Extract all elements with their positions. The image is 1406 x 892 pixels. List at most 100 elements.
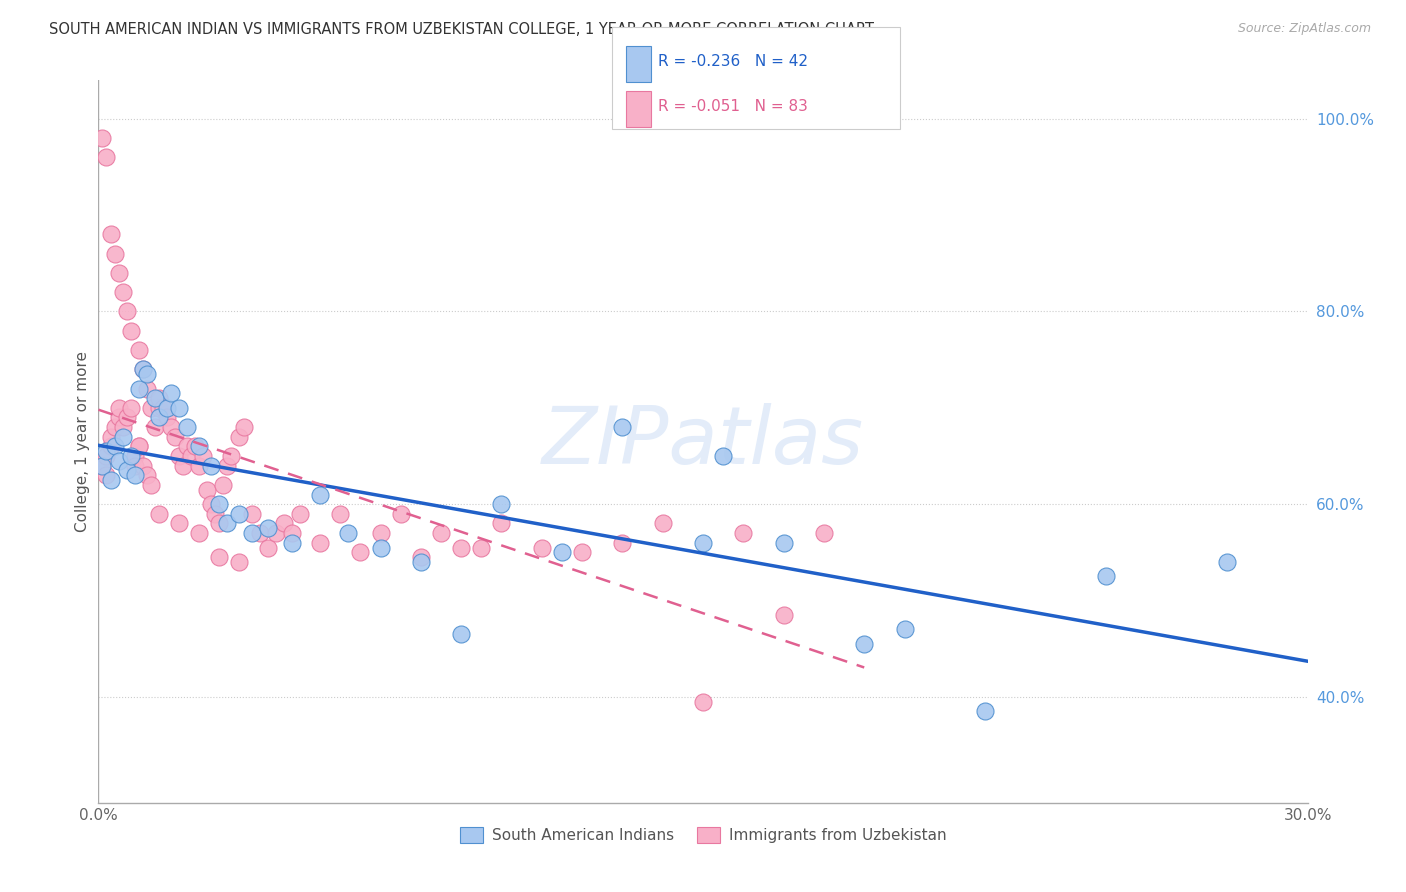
Text: R = -0.051   N = 83: R = -0.051 N = 83 xyxy=(658,99,808,114)
Point xyxy=(128,439,150,453)
Point xyxy=(212,478,235,492)
Point xyxy=(772,607,794,622)
Point xyxy=(264,526,287,541)
Point xyxy=(135,468,157,483)
Point xyxy=(96,468,118,483)
Point xyxy=(107,266,129,280)
Point xyxy=(111,285,134,300)
Point xyxy=(107,401,129,415)
Point xyxy=(240,526,263,541)
Point xyxy=(115,410,138,425)
Point xyxy=(107,454,129,468)
Point xyxy=(128,439,150,453)
Point xyxy=(188,526,211,541)
Point xyxy=(124,458,146,473)
Point xyxy=(132,362,155,376)
Point xyxy=(204,507,226,521)
Point xyxy=(651,516,673,531)
Point xyxy=(148,410,170,425)
Point xyxy=(893,623,915,637)
Point xyxy=(450,541,472,555)
Point xyxy=(1095,569,1118,583)
Point xyxy=(128,382,150,396)
Point xyxy=(167,401,190,415)
Point xyxy=(148,391,170,405)
Point xyxy=(103,420,125,434)
Point xyxy=(232,420,254,434)
Point xyxy=(692,695,714,709)
Point xyxy=(450,627,472,641)
Point xyxy=(148,507,170,521)
Point xyxy=(221,449,243,463)
Point xyxy=(491,497,513,511)
Legend: South American Indians, Immigrants from Uzbekistan: South American Indians, Immigrants from … xyxy=(454,822,952,849)
Point xyxy=(111,420,134,434)
Point xyxy=(96,449,118,463)
Point xyxy=(188,439,211,453)
Point xyxy=(370,526,392,541)
Point xyxy=(184,439,207,453)
Point xyxy=(208,516,231,531)
Point xyxy=(100,473,122,487)
Point xyxy=(370,541,392,555)
Point xyxy=(148,401,170,415)
Text: R = -0.236   N = 42: R = -0.236 N = 42 xyxy=(658,54,808,69)
Point xyxy=(176,439,198,453)
Point xyxy=(571,545,593,559)
Point xyxy=(711,449,734,463)
Point xyxy=(152,401,174,415)
Point xyxy=(160,386,183,401)
Point xyxy=(91,458,114,473)
Point xyxy=(156,401,179,415)
Point xyxy=(281,526,304,541)
Point xyxy=(195,483,218,497)
Point xyxy=(100,227,122,242)
Point xyxy=(96,444,118,458)
Point xyxy=(172,458,194,473)
Point xyxy=(167,516,190,531)
Point xyxy=(132,458,155,473)
Point xyxy=(273,516,295,531)
Point xyxy=(309,535,332,549)
Point xyxy=(120,449,142,463)
Point xyxy=(551,545,574,559)
Point xyxy=(124,468,146,483)
Text: ZIPatlas: ZIPatlas xyxy=(541,402,865,481)
Point xyxy=(143,391,166,405)
Point xyxy=(228,507,250,521)
Point xyxy=(409,555,432,569)
Point xyxy=(288,507,311,521)
Point xyxy=(249,526,271,541)
Point xyxy=(256,521,278,535)
Point xyxy=(128,343,150,357)
Point xyxy=(115,304,138,318)
Point xyxy=(217,458,239,473)
Point xyxy=(733,526,755,541)
Point xyxy=(91,131,114,145)
Point xyxy=(103,439,125,453)
Point xyxy=(409,550,432,565)
Point xyxy=(853,637,876,651)
Point xyxy=(240,507,263,521)
Point xyxy=(309,487,332,501)
Point xyxy=(139,478,162,492)
Point xyxy=(91,458,114,473)
Point xyxy=(188,458,211,473)
Point xyxy=(135,367,157,381)
Point xyxy=(612,420,634,434)
Text: Source: ZipAtlas.com: Source: ZipAtlas.com xyxy=(1237,22,1371,36)
Point xyxy=(337,526,360,541)
Point xyxy=(180,449,202,463)
Point xyxy=(612,535,634,549)
Point xyxy=(228,430,250,444)
Point xyxy=(200,458,222,473)
Text: SOUTH AMERICAN INDIAN VS IMMIGRANTS FROM UZBEKISTAN COLLEGE, 1 YEAR OR MORE CORR: SOUTH AMERICAN INDIAN VS IMMIGRANTS FROM… xyxy=(49,22,875,37)
Point xyxy=(470,541,492,555)
Point xyxy=(160,420,183,434)
Point xyxy=(430,526,453,541)
Y-axis label: College, 1 year or more: College, 1 year or more xyxy=(75,351,90,532)
Point xyxy=(208,497,231,511)
Point xyxy=(193,449,215,463)
Point xyxy=(135,382,157,396)
Point xyxy=(156,410,179,425)
